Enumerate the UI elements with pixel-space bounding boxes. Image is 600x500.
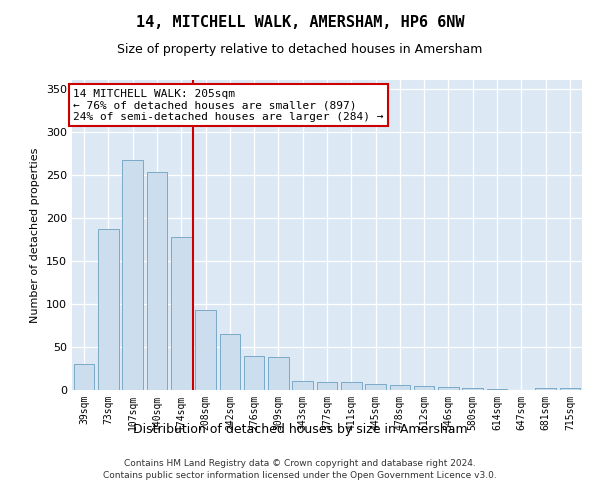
Text: 14 MITCHELL WALK: 205sqm
← 76% of detached houses are smaller (897)
24% of semi-: 14 MITCHELL WALK: 205sqm ← 76% of detach… [73, 88, 384, 122]
Bar [560, 388, 580, 390]
Text: Size of property relative to detached houses in Amersham: Size of property relative to detached ho… [118, 42, 482, 56]
Bar [292, 380, 313, 390]
Bar [414, 386, 434, 390]
Bar [171, 236, 191, 390]
Bar [220, 334, 240, 390]
Bar [98, 229, 119, 390]
Text: 14, MITCHELL WALK, AMERSHAM, HP6 6NW: 14, MITCHELL WALK, AMERSHAM, HP6 6NW [136, 15, 464, 30]
Bar [74, 364, 94, 390]
Bar [365, 384, 386, 390]
Bar [389, 385, 410, 390]
Bar [268, 358, 289, 390]
Bar [146, 172, 167, 390]
Text: Distribution of detached houses by size in Amersham: Distribution of detached houses by size … [133, 422, 467, 436]
Bar [463, 388, 483, 390]
Bar [317, 382, 337, 390]
Bar [195, 310, 216, 390]
Bar [341, 382, 362, 390]
Bar [244, 356, 265, 390]
Text: Contains HM Land Registry data © Crown copyright and database right 2024.
Contai: Contains HM Land Registry data © Crown c… [103, 458, 497, 480]
Bar [535, 388, 556, 390]
Y-axis label: Number of detached properties: Number of detached properties [31, 148, 40, 322]
Bar [122, 160, 143, 390]
Bar [487, 389, 508, 390]
Bar [438, 386, 459, 390]
